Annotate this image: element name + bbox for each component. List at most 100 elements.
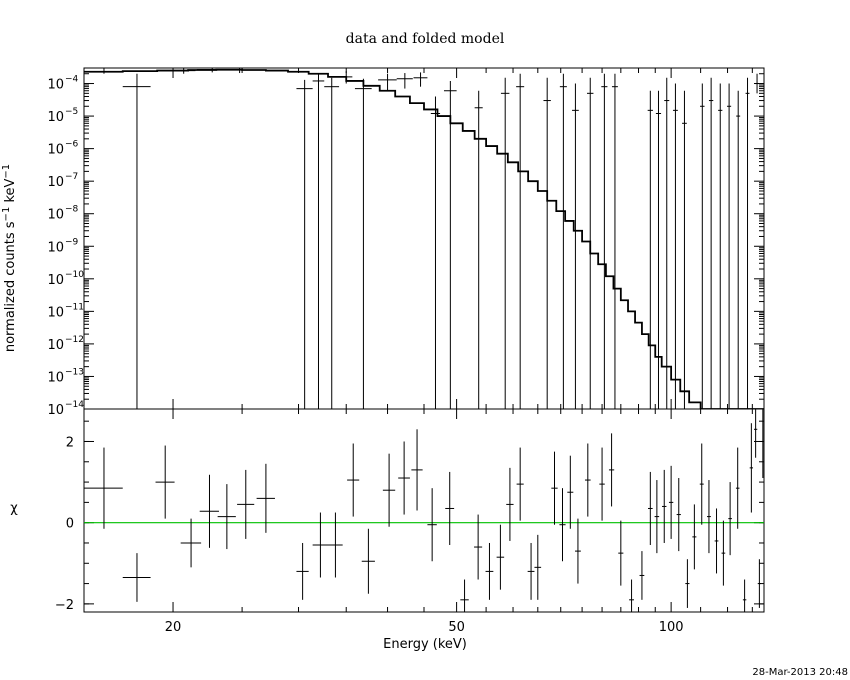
spectrum-data-point xyxy=(516,73,525,409)
y-tick-exponent: −12 xyxy=(65,335,84,345)
residual-frame xyxy=(83,408,765,613)
residual-point xyxy=(757,559,762,608)
x-tick-label: 100 xyxy=(659,620,684,635)
residual-point xyxy=(692,504,697,570)
y-tick-exponent: −5 xyxy=(65,107,78,117)
residual-point xyxy=(361,528,375,594)
residual-point xyxy=(256,463,275,533)
residual-point xyxy=(761,409,764,479)
spectrum-data-point xyxy=(736,90,741,409)
residual-point xyxy=(496,524,505,590)
spectrum-data-point xyxy=(647,90,653,409)
y-tick-exponent: −10 xyxy=(65,270,84,280)
spectrum-data-point xyxy=(672,83,678,409)
residual-point xyxy=(411,429,423,511)
residual-point xyxy=(312,512,329,578)
spectrum-data-point xyxy=(682,90,687,409)
residual-point xyxy=(398,441,410,515)
spectrum-data-point xyxy=(84,68,123,74)
y-tick-label: 10 xyxy=(47,338,64,353)
y-tick-exponent: −14 xyxy=(65,400,84,410)
spectrum-data-point xyxy=(171,68,196,74)
residual-point xyxy=(676,478,681,552)
spectrum-data-point xyxy=(708,77,714,409)
residual-point xyxy=(559,488,566,562)
spectrum-data-point xyxy=(664,77,670,409)
chi-tick-label: −2 xyxy=(55,598,74,613)
y-tick-label: 10 xyxy=(47,78,64,93)
residual-point xyxy=(485,542,494,600)
residual-point xyxy=(742,579,747,612)
y-tick-label: 10 xyxy=(47,370,64,385)
spectrum-data-point xyxy=(339,71,353,84)
residual-point xyxy=(699,443,704,525)
spectrum-data-point xyxy=(700,83,705,409)
residual-point xyxy=(608,433,615,507)
y-axis-label-spectrum: normalized counts s−1 keV−1 xyxy=(1,164,18,352)
residual-point xyxy=(567,455,574,529)
y-tick-label: 10 xyxy=(47,403,64,418)
residual-point xyxy=(84,447,123,529)
residual-point xyxy=(237,469,255,539)
timestamp: 28-Mar-2013 20:48 xyxy=(752,667,848,678)
spectrum-data-point xyxy=(655,90,662,409)
residual-point xyxy=(749,423,754,513)
residual-point xyxy=(685,559,690,608)
residual-point xyxy=(382,453,396,527)
chi-tick-label: 2 xyxy=(66,435,74,450)
spectrum-data-point xyxy=(543,77,551,409)
residual-point xyxy=(662,469,667,543)
residual-point xyxy=(460,579,469,612)
x-axis-label: Energy (keV) xyxy=(383,637,467,652)
spectrum-data-point xyxy=(587,77,594,409)
y-tick-exponent: −13 xyxy=(65,367,84,377)
spectrum-data-point xyxy=(500,77,510,409)
spectrum-data-point xyxy=(727,83,732,409)
residual-point xyxy=(707,480,711,554)
folded-model-line xyxy=(84,68,764,409)
y-tick-label: 10 xyxy=(47,273,64,288)
residual-point xyxy=(516,447,524,521)
x-tick-label: 20 xyxy=(165,620,182,635)
y-tick-label: 10 xyxy=(47,240,64,255)
residual-point xyxy=(574,518,581,584)
spectrum-data-point xyxy=(601,73,608,409)
residual-point xyxy=(668,465,674,539)
residual-point xyxy=(347,443,360,517)
spectrum-plot-area xyxy=(84,68,764,409)
spectrum-data-point xyxy=(413,72,428,87)
spectrum-data-point xyxy=(718,83,723,409)
residual-point xyxy=(199,474,219,548)
residual-point xyxy=(445,471,455,546)
spectrum-data-point xyxy=(396,73,413,89)
spectrum-data-point xyxy=(196,68,227,73)
y-tick-label: 10 xyxy=(47,110,64,125)
residual-point xyxy=(721,520,726,586)
residual-point xyxy=(714,508,719,574)
y-tick-label: 10 xyxy=(47,208,64,223)
residual-point xyxy=(122,553,151,602)
residual-point xyxy=(728,482,732,556)
residual-plot-area xyxy=(84,409,764,612)
x-tick-label: 50 xyxy=(448,620,465,635)
y-tick-exponent: −6 xyxy=(65,140,79,150)
residual-point xyxy=(328,512,343,578)
residual-point xyxy=(551,451,558,525)
residual-point xyxy=(647,471,653,546)
residual-point xyxy=(180,518,202,568)
y-tick-exponent: −9 xyxy=(65,237,79,247)
chi-tick-label: 0 xyxy=(66,517,74,532)
residual-point xyxy=(506,467,514,541)
residual-point xyxy=(629,579,635,612)
y-tick-exponent: −7 xyxy=(65,172,78,182)
spectrum-data-point xyxy=(755,73,759,94)
spectrum-data-point xyxy=(229,68,250,74)
spectrum-data-point xyxy=(296,79,313,409)
residual-point xyxy=(654,480,660,554)
residual-point xyxy=(527,542,535,600)
spectrum-data-point xyxy=(312,73,325,409)
residual-point xyxy=(155,445,175,519)
spectrum-data-point xyxy=(378,73,397,91)
